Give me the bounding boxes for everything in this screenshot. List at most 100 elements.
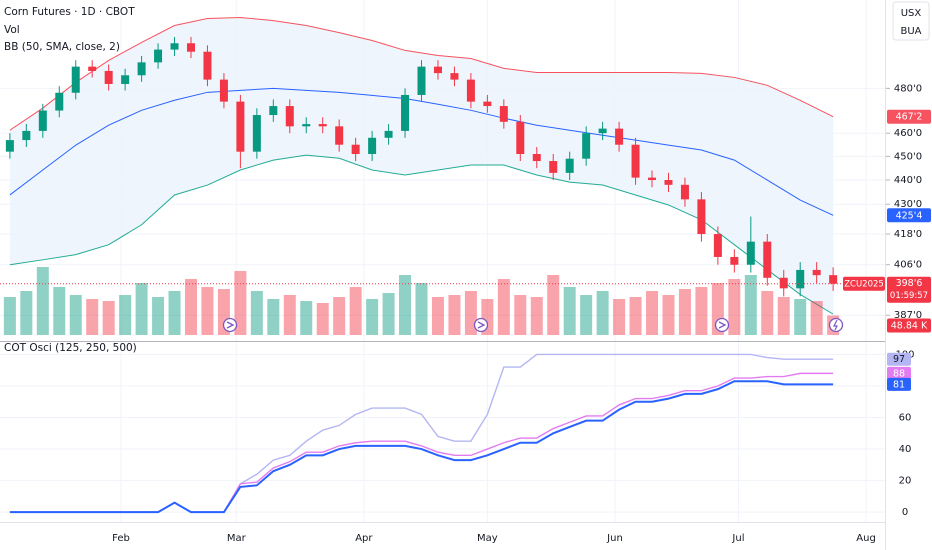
- x-tick-label: Aug: [856, 533, 876, 544]
- volume-bar: [744, 275, 757, 335]
- candle-body: [812, 269, 821, 276]
- candle-body: [499, 106, 508, 122]
- volume-bar: [678, 289, 691, 335]
- volume-bar: [761, 291, 774, 335]
- volume-bar: [580, 295, 593, 335]
- y-tick-label: 440'0: [894, 175, 922, 186]
- y-tick-label: 60: [899, 413, 912, 424]
- candle-body: [648, 177, 657, 181]
- candle-body: [186, 43, 195, 52]
- candle-body: [549, 161, 558, 173]
- volume-bar: [431, 297, 444, 335]
- volume-bar: [102, 301, 115, 335]
- volume-bar: [69, 295, 82, 335]
- candle-body: [631, 144, 640, 178]
- candle-body: [302, 124, 311, 127]
- candle-body: [730, 256, 739, 265]
- candle-body: [252, 115, 261, 152]
- candle-body: [368, 137, 377, 155]
- candle-body: [236, 101, 245, 152]
- symbol-badge-bg: [843, 276, 885, 291]
- event-arrow: [718, 321, 727, 329]
- volume-bar: [316, 303, 329, 335]
- volume-bar: [497, 279, 510, 335]
- candle-body: [763, 241, 772, 278]
- bollinger-lower: [9, 154, 834, 315]
- candle-body: [565, 158, 574, 173]
- candle-body: [384, 130, 393, 138]
- candle-body: [615, 128, 624, 145]
- y-tick-label: 430'0: [894, 199, 922, 210]
- volume-bar: [695, 287, 708, 335]
- candle-body: [219, 79, 228, 102]
- event-arrow: [477, 321, 486, 329]
- y-tick-label: 460'0: [894, 128, 922, 139]
- basis-badge: 425'4: [896, 210, 923, 221]
- volume-bar: [810, 301, 823, 335]
- bollinger-legend[interactable]: BB (50, SMA, close, 2): [4, 41, 120, 53]
- event-icon[interactable]: [714, 317, 730, 333]
- candle-body: [483, 101, 492, 107]
- volume-bar: [514, 295, 527, 335]
- volume-bar: [349, 287, 362, 335]
- lightning-glyph: [833, 319, 838, 331]
- last-price-badge: 398'6: [896, 278, 923, 289]
- volume-bar: [794, 299, 807, 335]
- y-tick-label: 480'0: [894, 83, 922, 94]
- oscillator-badge-bg: [887, 366, 911, 380]
- event-arrow: [226, 321, 235, 329]
- candle-body: [450, 73, 459, 80]
- candle-body: [285, 106, 294, 127]
- volume-bar: [662, 295, 675, 335]
- candle-body: [796, 269, 805, 289]
- y-tick-label: 20: [899, 476, 912, 487]
- lightning-icon[interactable]: [828, 317, 844, 333]
- currency-label[interactable]: USX: [901, 8, 922, 19]
- volume-bar: [464, 291, 477, 335]
- currency-box[interactable]: [892, 1, 930, 41]
- candle-body: [170, 43, 179, 50]
- y-tick-label: 40: [899, 444, 912, 455]
- x-tick-label: Jul: [731, 533, 744, 544]
- candle-body: [713, 234, 722, 257]
- volume-bar: [366, 299, 379, 335]
- volume-bar: [135, 283, 148, 335]
- oscillator-badge: 88: [893, 368, 905, 379]
- volume-bar: [613, 299, 626, 335]
- candle-body: [746, 241, 755, 265]
- candle-body: [154, 49, 163, 63]
- bollinger-upper: [9, 16, 834, 131]
- volume-legend[interactable]: Vol: [4, 24, 20, 36]
- event-icon[interactable]: [473, 317, 489, 333]
- y-tick-label: 406'0: [894, 260, 922, 271]
- candle-body: [401, 94, 410, 131]
- volume-bar: [201, 287, 214, 335]
- candle-body: [417, 66, 426, 95]
- candle-body: [664, 180, 673, 185]
- candle-body: [137, 62, 146, 76]
- volume-bar: [86, 299, 99, 335]
- candle-body: [335, 126, 344, 145]
- volume-bar: [234, 271, 247, 335]
- oscillator-badge: 97: [893, 354, 905, 365]
- symbol-title[interactable]: Corn Futures · 1D · CBOT: [4, 6, 135, 18]
- volume-bar: [563, 287, 576, 335]
- event-icon[interactable]: [222, 317, 238, 333]
- volume-bar: [646, 291, 659, 335]
- volume-bar: [448, 295, 461, 335]
- volume-bar: [168, 291, 181, 335]
- volume-bar: [382, 293, 395, 335]
- oscillator-badge-bg: [887, 352, 911, 366]
- volume-bar: [596, 291, 609, 335]
- oscillator-badge-bg: [887, 377, 911, 391]
- unit-label[interactable]: BUA: [900, 26, 921, 37]
- oscillator-legend[interactable]: COT Osci (125, 250, 500): [4, 342, 137, 354]
- volume-badge: 48.84 K: [891, 320, 928, 331]
- candle-body: [466, 79, 475, 102]
- volume-bar: [184, 279, 197, 335]
- countdown: 01:59:57: [890, 291, 928, 301]
- candle-body: [351, 144, 360, 155]
- symbol-badge: ZCU2025: [844, 280, 884, 290]
